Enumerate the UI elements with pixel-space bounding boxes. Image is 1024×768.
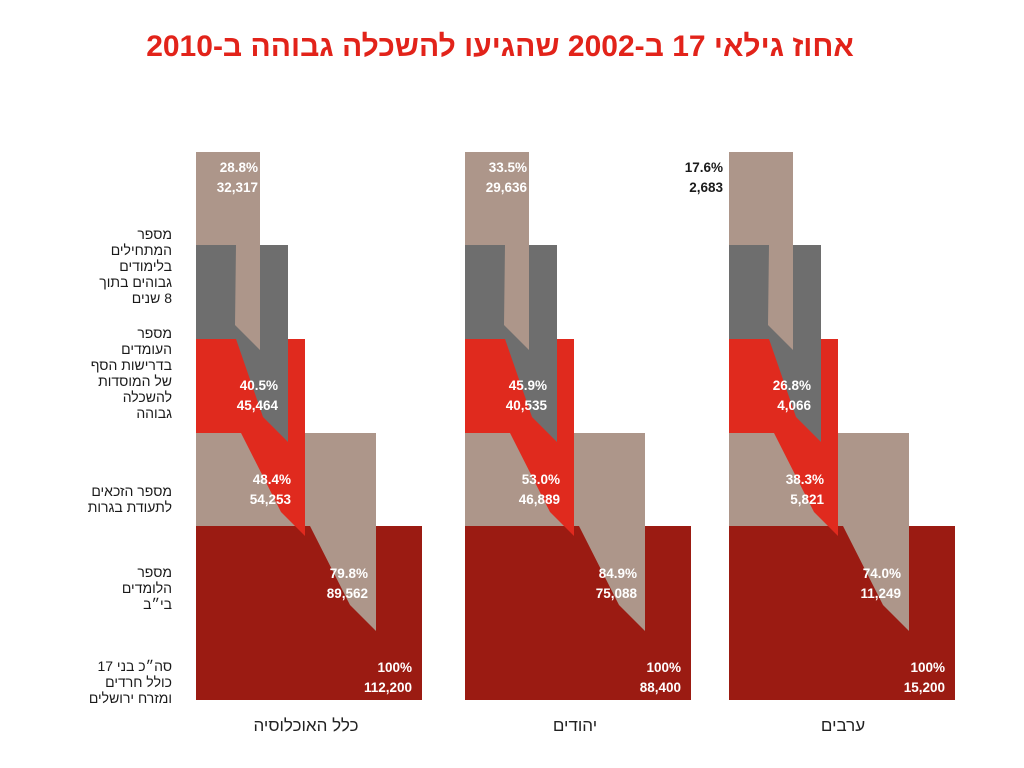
label-count-total-0: 112,200: [364, 680, 412, 695]
label-count-bagrut-1: 46,889: [519, 492, 560, 507]
bar-studying-0: [196, 433, 376, 631]
label-percent-total-1: 100%: [646, 660, 681, 675]
chart-title: אחוז גילאי 17 ב-2002 שהגיעו להשכלה גבוהה…: [146, 30, 854, 63]
funnel-group-0: [196, 152, 422, 700]
label-percent-bagrut-1: 53.0%: [522, 472, 560, 487]
label-count-total-2: 15,200: [904, 680, 945, 695]
row-label-studying: מספר הלומדים בי״ב: [121, 564, 172, 612]
label-count-started-2: 2,683: [689, 180, 723, 195]
group-label-all: כלל האוכלוסיה: [253, 716, 359, 735]
label-count-studying-2: 11,249: [860, 586, 901, 601]
label-percent-studying-0: 79.8%: [330, 566, 368, 581]
row-label-bagrut: מספר הזכאים לתעודת בגרות: [87, 483, 172, 515]
bar-started-1: [465, 152, 529, 350]
label-percent-studying-1: 84.9%: [599, 566, 637, 581]
label-percent-total-2: 100%: [910, 660, 945, 675]
label-percent-bagrut-2: 38.3%: [786, 472, 824, 487]
group-label-arabs: ערבים: [820, 716, 866, 735]
row-label-started: מספר המתחילים בלימודים גבוהים בתוך 8 שני…: [99, 226, 172, 306]
bar-started-2: [729, 152, 793, 350]
label-percent-bagrut-0: 48.4%: [253, 472, 291, 487]
label-percent-started-2: 17.6%: [685, 160, 723, 175]
label-percent-studying-2: 74.0%: [863, 566, 901, 581]
label-count-studying-1: 75,088: [596, 586, 638, 601]
bar-started-0: [196, 152, 260, 350]
label-percent-started-0: 28.8%: [220, 160, 258, 175]
label-count-threshold-0: 45,464: [237, 398, 279, 413]
bar-threshold-0: [196, 245, 288, 442]
label-count-total-1: 88,400: [640, 680, 681, 695]
label-count-bagrut-2: 5,821: [790, 492, 824, 507]
label-percent-total-0: 100%: [377, 660, 412, 675]
label-count-studying-0: 89,562: [327, 586, 368, 601]
label-count-started-1: 29,636: [486, 180, 528, 195]
funnel-group-2: [729, 152, 955, 700]
label-count-bagrut-0: 54,253: [250, 492, 292, 507]
label-count-started-0: 32,317: [217, 180, 258, 195]
label-percent-threshold-0: 40.5%: [240, 378, 278, 393]
funnel-group-1: [465, 152, 691, 700]
bar-threshold-2: [729, 245, 821, 442]
bar-studying-1: [465, 433, 645, 631]
bar-studying-2: [729, 433, 909, 631]
label-count-threshold-1: 40,535: [506, 398, 548, 413]
row-label-total: סה״כ בני 17 כולל חרדים ומזרח ירושלים: [88, 658, 172, 706]
label-percent-threshold-2: 26.8%: [773, 378, 811, 393]
label-percent-threshold-1: 45.9%: [509, 378, 547, 393]
group-label-jews: יהודים: [552, 716, 598, 735]
bar-threshold-1: [465, 245, 557, 442]
label-count-threshold-2: 4,066: [777, 398, 811, 413]
label-percent-started-1: 33.5%: [489, 160, 527, 175]
row-label-threshold: מספר העומדים בדרישות הסף של המוסדות להשכ…: [90, 325, 172, 421]
